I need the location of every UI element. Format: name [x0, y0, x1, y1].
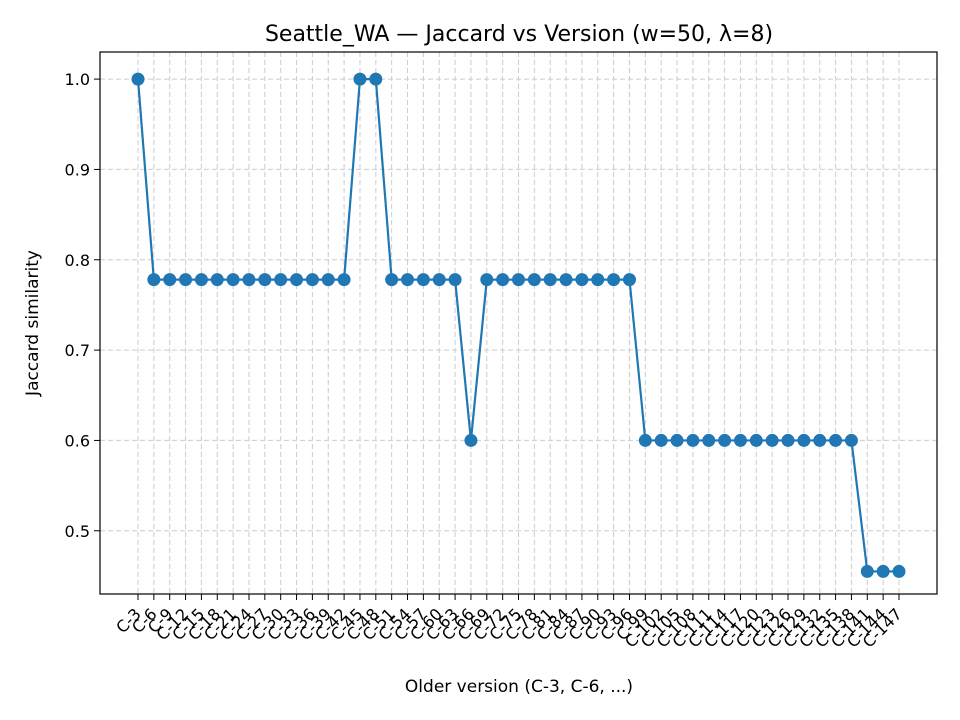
data-point	[718, 433, 732, 447]
data-point	[702, 433, 716, 447]
y-tick-label: 0.8	[65, 251, 90, 270]
data-point	[607, 273, 621, 287]
x-axis: C-3C-6C-9C-12C-15C-18C-21C-24C-27C-30C-3…	[112, 594, 906, 651]
data-point	[179, 273, 193, 287]
data-point	[131, 72, 145, 86]
data-point	[670, 433, 684, 447]
data-point	[369, 72, 383, 86]
data-point	[337, 273, 351, 287]
data-point	[527, 273, 541, 287]
data-point	[860, 564, 874, 578]
data-point	[226, 273, 240, 287]
data-point	[416, 273, 430, 287]
data-point	[765, 433, 779, 447]
data-point	[686, 433, 700, 447]
data-point	[638, 433, 652, 447]
data-point	[591, 273, 605, 287]
grid	[100, 52, 937, 594]
data-point	[575, 273, 589, 287]
data-point	[242, 273, 256, 287]
data-point	[353, 72, 367, 86]
data-point	[496, 273, 510, 287]
data-point	[464, 433, 478, 447]
data-point	[210, 273, 224, 287]
data-point	[749, 433, 763, 447]
data-point	[321, 273, 335, 287]
chart-title: Seattle_WA — Jaccard vs Version (w=50, λ…	[265, 22, 773, 47]
data-point	[448, 273, 462, 287]
data-point	[258, 273, 272, 287]
data-point	[305, 273, 319, 287]
y-axis: 0.5 0.6 0.7 0.8 0.9 1.0	[65, 70, 100, 541]
data-point	[733, 433, 747, 447]
data-point	[432, 273, 446, 287]
data-point	[876, 564, 890, 578]
y-tick-label: 0.5	[65, 522, 90, 541]
data-point	[385, 273, 399, 287]
data-point	[844, 433, 858, 447]
data-point	[829, 433, 843, 447]
data-point	[480, 273, 494, 287]
y-tick-label: 0.6	[65, 431, 90, 450]
data-point	[194, 273, 208, 287]
y-tick-label: 0.9	[65, 160, 90, 179]
x-axis-label: Older version (C-3, C-6, ...)	[405, 677, 633, 697]
data-point	[813, 433, 827, 447]
y-tick-label: 1.0	[65, 70, 90, 89]
series-points	[131, 72, 906, 578]
data-point	[559, 273, 573, 287]
data-point	[797, 433, 811, 447]
data-point	[622, 273, 636, 287]
data-point	[892, 564, 906, 578]
data-point	[290, 273, 304, 287]
data-point	[163, 273, 177, 287]
data-point	[654, 433, 668, 447]
data-point	[512, 273, 525, 287]
y-tick-label: 0.7	[65, 341, 90, 360]
data-point	[543, 273, 557, 287]
data-point	[147, 273, 161, 287]
data-point	[274, 273, 288, 287]
data-point	[401, 273, 415, 287]
data-point	[781, 433, 795, 447]
y-axis-label: Jaccard similarity	[23, 250, 43, 397]
